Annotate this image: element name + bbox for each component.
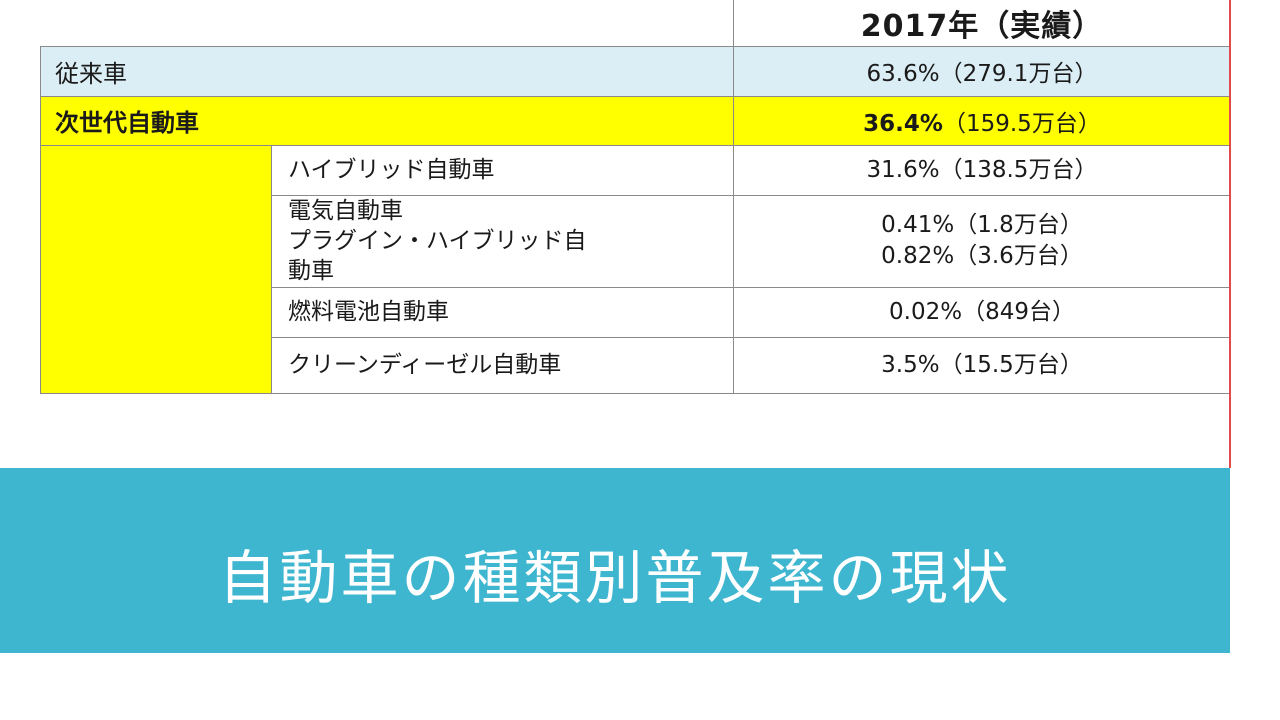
hybrid-label: ハイブリッド自動車 — [271, 144, 734, 196]
table-row-clean-diesel: クリーンディーゼル自動車 3.5%（15.5万台） — [41, 336, 1231, 394]
next-gen-pct: 36.4% — [863, 110, 943, 137]
ev-phev-value: 0.41%（1.8万台） 0.82%（3.6万台） — [733, 194, 1231, 288]
phev-value: 0.82%（3.6万台） — [881, 243, 1083, 269]
clean-diesel-label: クリーンディーゼル自動車 — [271, 336, 734, 394]
next-gen-count: （159.5万台） — [942, 110, 1101, 137]
fuel-cell-label: 燃料電池自動車 — [271, 286, 734, 338]
clean-diesel-value: 3.5%（15.5万台） — [733, 336, 1231, 394]
conventional-label: 従来車 — [40, 45, 734, 97]
ev-phev-label: 電気自動車 プラグイン・ハイブリッド自 動車 — [271, 194, 734, 288]
year-header-cell: 2017年（実績） — [733, 0, 1231, 47]
next-gen-group-block — [40, 144, 272, 394]
next-gen-label: 次世代自動車 — [40, 95, 734, 146]
ev-value: 0.41%（1.8万台） — [881, 212, 1083, 238]
table-row-ev-phev: 電気自動車 プラグイン・ハイブリッド自 動車 0.41%（1.8万台） 0.82… — [41, 194, 1231, 288]
table-row-fuel-cell: 燃料電池自動車 0.02%（849台） — [41, 286, 1231, 338]
vehicle-adoption-table: 2017年（実績） 従来車 63.6%（279.1万台） 次世代自動車 36.4… — [40, 0, 1231, 394]
ev-label-line-3: 動車 — [288, 258, 334, 284]
table-row-next-gen: 次世代自動車 36.4%（159.5万台） — [40, 95, 1231, 146]
fuel-cell-value: 0.02%（849台） — [733, 286, 1231, 338]
slide-title: 自動車の種類別普及率の現状 — [218, 543, 1012, 612]
header-empty-cell — [40, 0, 734, 47]
right-edge-rule — [1229, 0, 1231, 468]
conventional-value: 63.6%（279.1万台） — [733, 45, 1231, 97]
ev-label-line-1: 電気自動車 — [288, 198, 403, 224]
table-row-hybrid: ハイブリッド自動車 31.6%（138.5万台） — [40, 144, 1231, 394]
adoption-table-container: 2017年（実績） 従来車 63.6%（279.1万台） 次世代自動車 36.4… — [40, 0, 1231, 468]
hybrid-value: 31.6%（138.5万台） — [733, 144, 1231, 196]
next-gen-value: 36.4%（159.5万台） — [733, 95, 1231, 146]
table-row-conventional: 従来車 63.6%（279.1万台） — [40, 45, 1231, 97]
ev-label-line-2: プラグイン・ハイブリッド自 — [288, 228, 587, 254]
title-banner: 自動車の種類別普及率の現状 — [0, 468, 1230, 653]
table-header-row: 2017年（実績） — [40, 0, 1231, 47]
